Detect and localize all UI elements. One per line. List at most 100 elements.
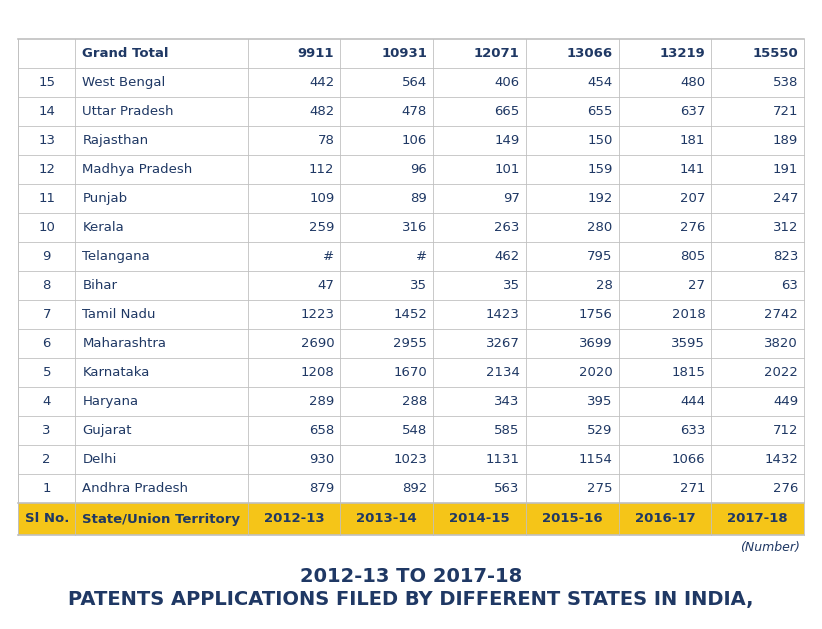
Text: 280: 280 — [587, 221, 612, 234]
Text: Kerala: Kerala — [82, 221, 124, 234]
Text: Andhra Pradesh: Andhra Pradesh — [82, 482, 188, 495]
Text: 13: 13 — [38, 134, 55, 147]
Text: 1452: 1452 — [393, 308, 427, 321]
Text: 1131: 1131 — [486, 453, 520, 466]
Text: 2742: 2742 — [764, 308, 798, 321]
Text: 263: 263 — [495, 221, 520, 234]
Text: West Bengal: West Bengal — [82, 76, 166, 89]
Text: 289: 289 — [309, 395, 335, 408]
Text: Gujarat: Gujarat — [82, 424, 132, 437]
Text: 14: 14 — [39, 105, 55, 118]
Text: 2012-13: 2012-13 — [264, 513, 325, 525]
Text: PATENTS APPLICATIONS FILED BY DIFFERENT STATES IN INDIA,: PATENTS APPLICATIONS FILED BY DIFFERENT … — [68, 591, 754, 610]
Text: Karnataka: Karnataka — [82, 366, 150, 379]
Text: 1432: 1432 — [764, 453, 798, 466]
Text: 449: 449 — [773, 395, 798, 408]
Text: 207: 207 — [680, 192, 705, 205]
Text: 1208: 1208 — [301, 366, 335, 379]
Text: 11: 11 — [38, 192, 55, 205]
Text: Maharashtra: Maharashtra — [82, 337, 166, 350]
Text: 9: 9 — [43, 250, 51, 263]
Text: 444: 444 — [680, 395, 705, 408]
Text: 3820: 3820 — [764, 337, 798, 350]
Text: 665: 665 — [495, 105, 520, 118]
Text: 805: 805 — [680, 250, 705, 263]
Text: 2018: 2018 — [672, 308, 705, 321]
Text: 3: 3 — [43, 424, 51, 437]
Text: 10: 10 — [39, 221, 55, 234]
Text: 9911: 9911 — [298, 47, 335, 60]
Text: 548: 548 — [402, 424, 427, 437]
Text: 12: 12 — [38, 163, 55, 176]
Text: 482: 482 — [309, 105, 335, 118]
Text: 343: 343 — [495, 395, 520, 408]
Text: 930: 930 — [309, 453, 335, 466]
Text: 823: 823 — [773, 250, 798, 263]
Text: 312: 312 — [773, 221, 798, 234]
Text: 35: 35 — [410, 279, 427, 292]
Text: 2022: 2022 — [764, 366, 798, 379]
Text: 78: 78 — [317, 134, 335, 147]
Text: 2017-18: 2017-18 — [727, 513, 788, 525]
Text: 564: 564 — [402, 76, 427, 89]
Text: 2014-15: 2014-15 — [449, 513, 510, 525]
Text: 10931: 10931 — [381, 47, 427, 60]
Text: 191: 191 — [773, 163, 798, 176]
Text: 12071: 12071 — [474, 47, 520, 60]
Text: 149: 149 — [495, 134, 520, 147]
Text: 1066: 1066 — [672, 453, 705, 466]
Text: 13219: 13219 — [659, 47, 705, 60]
Text: 462: 462 — [495, 250, 520, 263]
Text: 563: 563 — [495, 482, 520, 495]
Text: 3699: 3699 — [579, 337, 612, 350]
Text: Haryana: Haryana — [82, 395, 139, 408]
Text: 7: 7 — [43, 308, 51, 321]
Text: 1154: 1154 — [579, 453, 612, 466]
Text: 892: 892 — [402, 482, 427, 495]
Text: 2012-13 TO 2017-18: 2012-13 TO 2017-18 — [300, 567, 522, 586]
Text: 406: 406 — [495, 76, 520, 89]
Text: 47: 47 — [317, 279, 335, 292]
Text: 395: 395 — [587, 395, 612, 408]
Text: 1423: 1423 — [486, 308, 520, 321]
Text: 271: 271 — [680, 482, 705, 495]
Text: 3595: 3595 — [672, 337, 705, 350]
Text: 585: 585 — [495, 424, 520, 437]
Text: 795: 795 — [587, 250, 612, 263]
Text: 150: 150 — [587, 134, 612, 147]
Text: 637: 637 — [680, 105, 705, 118]
Text: Delhi: Delhi — [82, 453, 117, 466]
Text: 247: 247 — [773, 192, 798, 205]
Text: (Number): (Number) — [740, 542, 800, 555]
Text: 288: 288 — [402, 395, 427, 408]
Text: State/Union Territory: State/Union Territory — [82, 513, 240, 525]
Text: 2134: 2134 — [486, 366, 520, 379]
Text: Telangana: Telangana — [82, 250, 150, 263]
Text: 276: 276 — [680, 221, 705, 234]
Text: Bihar: Bihar — [82, 279, 118, 292]
Text: 2: 2 — [43, 453, 51, 466]
Text: 63: 63 — [781, 279, 798, 292]
Text: 275: 275 — [587, 482, 612, 495]
Text: Grand Total: Grand Total — [82, 47, 169, 60]
Text: 655: 655 — [587, 105, 612, 118]
Text: 192: 192 — [587, 192, 612, 205]
Text: 2690: 2690 — [301, 337, 335, 350]
Text: #: # — [416, 250, 427, 263]
Text: 2016-17: 2016-17 — [635, 513, 695, 525]
Text: 316: 316 — [402, 221, 427, 234]
Text: 529: 529 — [587, 424, 612, 437]
Text: 15: 15 — [38, 76, 55, 89]
Text: 28: 28 — [596, 279, 612, 292]
Text: 4: 4 — [43, 395, 51, 408]
Text: 2955: 2955 — [393, 337, 427, 350]
Text: 141: 141 — [680, 163, 705, 176]
Text: 276: 276 — [773, 482, 798, 495]
Text: 1223: 1223 — [300, 308, 335, 321]
Text: 1023: 1023 — [393, 453, 427, 466]
Text: 89: 89 — [410, 192, 427, 205]
Text: 112: 112 — [309, 163, 335, 176]
Text: 13066: 13066 — [566, 47, 612, 60]
Text: 15550: 15550 — [752, 47, 798, 60]
Text: 35: 35 — [503, 279, 520, 292]
